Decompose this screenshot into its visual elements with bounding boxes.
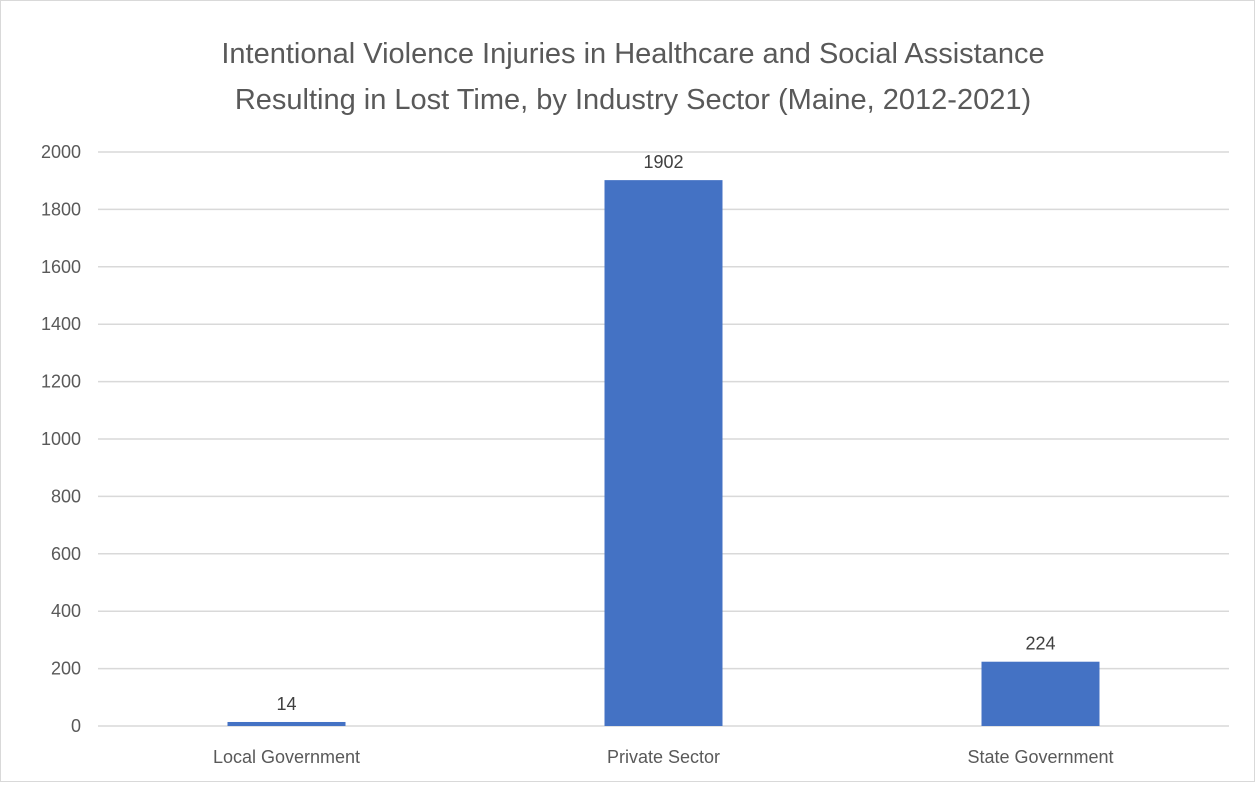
x-axis-categories: Local Government Private Sector State Gove… [213,747,1114,767]
y-tick-label: 600 [51,544,81,564]
y-tick-label: 1800 [41,199,81,219]
x-category-label: Private Sector [607,747,720,767]
y-tick-label: 1400 [41,314,81,334]
data-label: 14 [276,694,296,714]
bar [981,661,1100,726]
chart-title-line-2: Resulting in Lost Time, by Industry Sect… [235,84,1031,116]
data-labels: 14 1902 224 [276,152,1055,714]
y-axis-ticks: 0 200 400 600 800 1000 1200 1400 1600 1800 2000 [41,142,81,736]
bar [604,180,723,727]
x-category-label: Local Government [213,747,360,767]
bars [227,180,1100,727]
y-tick-label: 0 [71,716,81,736]
data-label: 224 [1025,634,1055,654]
y-tick-label: 1600 [41,257,81,277]
y-tick-label: 800 [51,486,81,506]
x-category-label: State Government [967,747,1113,767]
y-tick-label: 1200 [41,372,81,392]
y-tick-label: 2000 [41,142,81,162]
y-tick-label: 1000 [41,429,81,449]
y-tick-label: 400 [51,601,81,621]
y-tick-label: 200 [51,659,81,679]
data-label: 1902 [643,152,683,172]
bar [227,721,346,726]
chart-title-line-1: Intentional Violence Injuries in Healthc… [221,38,1044,70]
